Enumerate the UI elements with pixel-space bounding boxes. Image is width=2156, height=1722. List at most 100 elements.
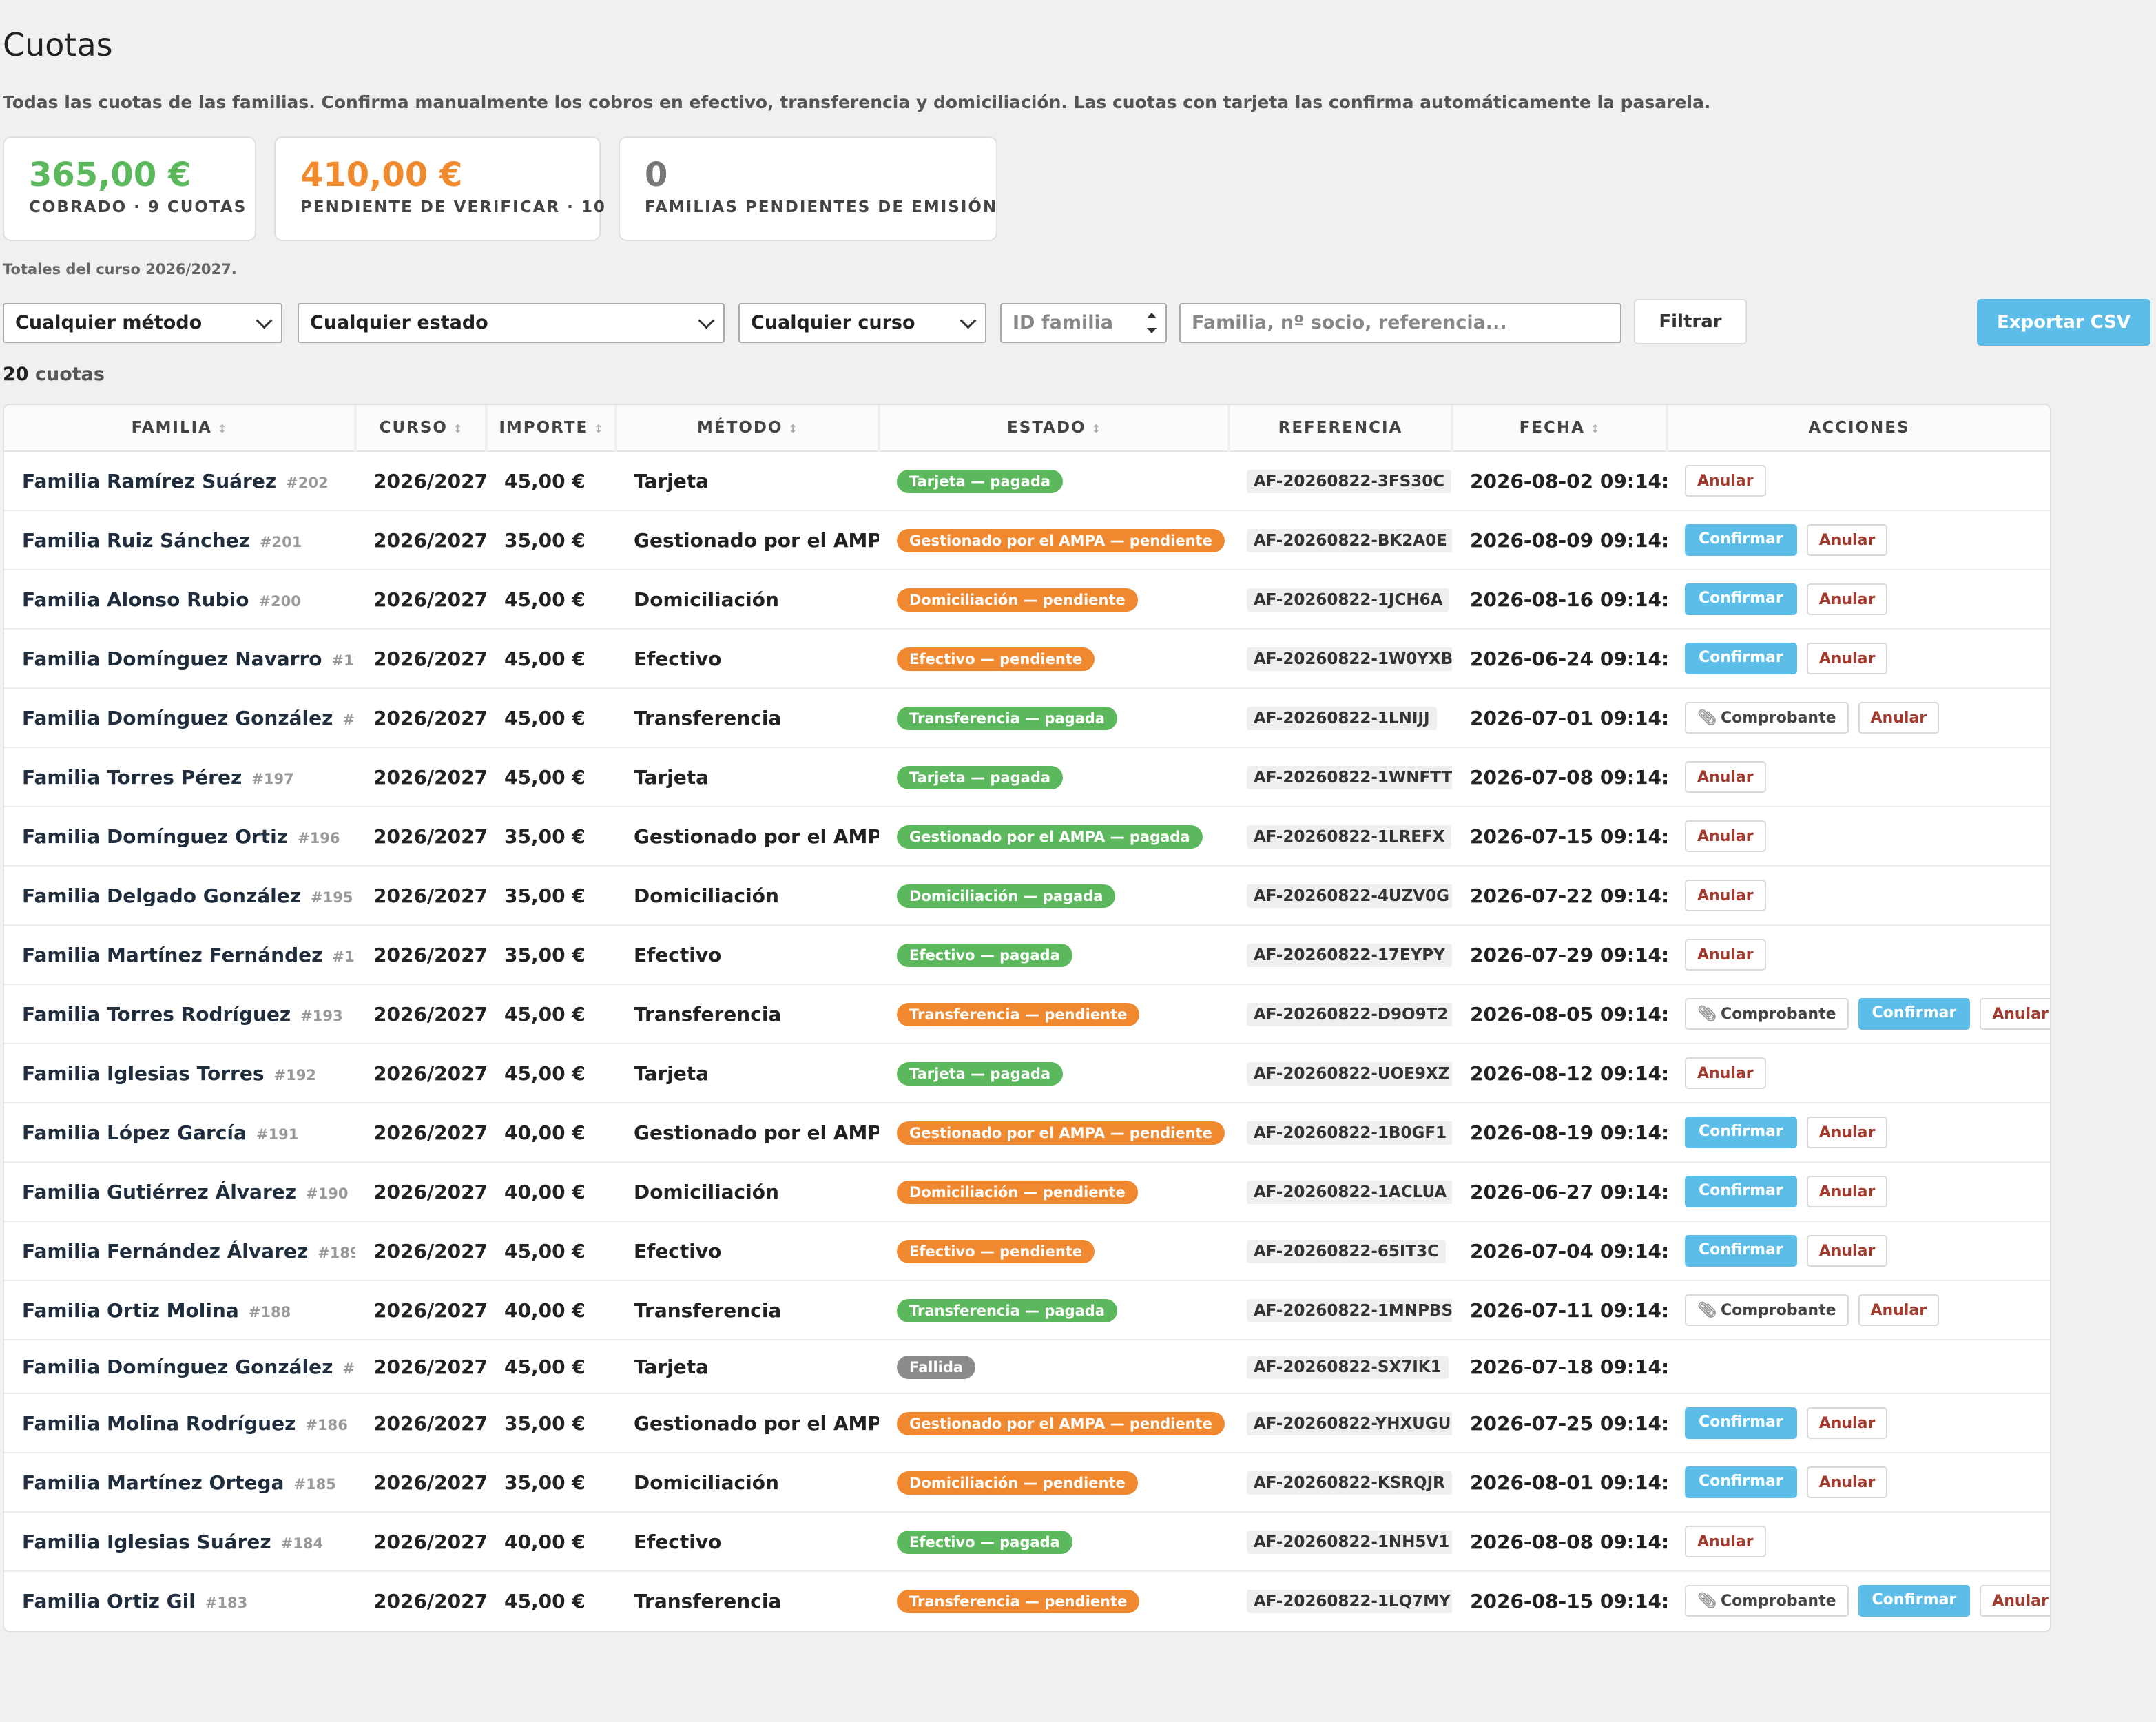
confirmar-button[interactable]: Confirmar <box>1858 1585 1971 1617</box>
cell-importe: 45,00 € <box>486 451 616 511</box>
family-name-link[interactable]: Familia Domínguez Ortiz <box>22 824 289 848</box>
family-name-link[interactable]: Familia Domínguez Navarro <box>22 647 322 670</box>
course-select[interactable]: Cualquier curso <box>738 303 986 343</box>
anular-button[interactable]: Anular <box>1685 820 1766 852</box>
confirmar-button[interactable]: Confirmar <box>1685 1117 1797 1148</box>
col-header-estado[interactable]: ESTADO ↕ <box>879 405 1230 452</box>
confirmar-button[interactable]: Confirmar <box>1685 1407 1797 1439</box>
cell-acciones: Confirmar Anular <box>1667 629 2050 689</box>
stat-label: PENDIENTE DE VERIFICAR · 10 <box>300 198 606 216</box>
col-header-fecha[interactable]: FECHA ↕ <box>1452 405 1668 452</box>
family-name-link[interactable]: Familia Domínguez González <box>22 1355 333 1378</box>
anular-button[interactable]: Anular <box>1685 939 1766 971</box>
method-select[interactable]: Cualquier método <box>3 303 282 343</box>
cell-curso: 2026/2027 <box>355 1103 486 1163</box>
confirmar-button[interactable]: Confirmar <box>1685 524 1797 556</box>
family-name-link[interactable]: Familia Torres Pérez <box>22 765 242 789</box>
status-select[interactable]: Cualquier estado <box>298 303 725 343</box>
family-id: #184 <box>280 1535 324 1552</box>
family-id: #190 <box>306 1185 349 1202</box>
reference-code: AF-20260822-YHXUGU <box>1247 1412 1452 1435</box>
cell-metodo: Tarjeta <box>616 1044 879 1103</box>
family-name-link[interactable]: Familia Iglesias Torres <box>22 1061 265 1085</box>
confirmar-button[interactable]: Confirmar <box>1685 1235 1797 1267</box>
col-header-label: MÉTODO <box>697 419 783 437</box>
anular-button[interactable]: Anular <box>1806 1117 1888 1148</box>
filter-button[interactable]: Filtrar <box>1634 299 1747 344</box>
cell-familia: Familia Torres Rodríguez #193 <box>4 984 355 1044</box>
family-id: #195 <box>311 889 353 906</box>
cell-metodo: Transferencia <box>616 984 879 1044</box>
family-id-input[interactable]: ID familia <box>1000 303 1167 343</box>
confirmar-button[interactable]: Confirmar <box>1685 1466 1797 1498</box>
anular-button[interactable]: Anular <box>1806 1235 1888 1267</box>
anular-button[interactable]: Anular <box>1806 524 1888 556</box>
family-name-link[interactable]: Familia Martínez Fernández <box>22 943 323 966</box>
cell-familia: Familia López García #191 <box>4 1103 355 1163</box>
confirmar-button[interactable]: Confirmar <box>1685 643 1797 674</box>
cell-familia: Familia Ruiz Sánchez #201 <box>4 510 355 570</box>
cell-metodo: Efectivo <box>616 629 879 689</box>
family-name-link[interactable]: Familia Domínguez González <box>22 706 333 729</box>
cell-metodo: Tarjeta <box>616 451 879 511</box>
anular-button[interactable]: Anular <box>1685 1526 1766 1557</box>
col-header-metodo[interactable]: MÉTODO ↕ <box>616 405 880 452</box>
family-name-link[interactable]: Familia Alonso Rubio <box>22 588 249 611</box>
col-header-importe[interactable]: IMPORTE ↕ <box>486 405 617 452</box>
confirmar-button[interactable]: Confirmar <box>1685 583 1797 615</box>
cell-fecha: 2026-06-27 09:14:12 <box>1452 1162 1667 1222</box>
family-id: #196 <box>298 829 340 847</box>
comprobante-button[interactable]: 📎︎ Comprobante <box>1685 998 1849 1030</box>
export-csv-button[interactable]: Exportar CSV <box>1977 299 2150 346</box>
family-name-link[interactable]: Familia Martínez Ortega <box>22 1471 284 1494</box>
anular-button[interactable]: Anular <box>1806 643 1888 674</box>
family-name-link[interactable]: Familia Fernández Álvarez <box>22 1239 309 1263</box>
anular-button[interactable]: Anular <box>1685 465 1766 497</box>
anular-button[interactable]: Anular <box>1806 1176 1888 1207</box>
anular-button[interactable]: Anular <box>1685 1057 1766 1089</box>
cell-metodo: Domiciliación <box>616 570 879 630</box>
family-name-link[interactable]: Familia Molina Rodríguez <box>22 1411 296 1435</box>
anular-button[interactable]: Anular <box>1806 1466 1888 1498</box>
comprobante-button[interactable]: 📎︎ Comprobante <box>1685 1585 1849 1617</box>
family-name-link[interactable]: Familia Ortiz Gil <box>22 1589 196 1612</box>
anular-button[interactable]: Anular <box>1806 1407 1888 1439</box>
results-count: 20 cuotas <box>3 364 105 385</box>
anular-button[interactable]: Anular <box>1980 998 2050 1030</box>
anular-button[interactable]: Anular <box>1858 1294 1940 1326</box>
family-name-link[interactable]: Familia Torres Rodríguez <box>22 1002 291 1026</box>
family-name-link[interactable]: Familia Ruiz Sánchez <box>22 528 250 552</box>
family-name-link[interactable]: Familia Ortiz Molina <box>22 1298 239 1322</box>
cell-estado: Transferencia — pagada <box>879 1280 1229 1340</box>
col-header-curso[interactable]: CURSO ↕ <box>355 405 488 452</box>
cell-referencia: AF-20260822-1LNIJJ <box>1229 688 1452 748</box>
cell-familia: Familia Ortiz Gil #183 <box>4 1571 355 1630</box>
anular-button[interactable]: Anular <box>1858 702 1940 734</box>
comprobante-button[interactable]: 📎︎ Comprobante <box>1685 702 1849 734</box>
stat-label: COBRADO · 9 CUOTAS <box>29 198 247 216</box>
confirmar-button[interactable]: Confirmar <box>1685 1176 1797 1207</box>
status-badge: Domiciliación — pendiente <box>897 588 1138 612</box>
spinner-down-icon[interactable] <box>1147 328 1157 333</box>
cell-curso: 2026/2027 <box>355 1512 486 1572</box>
cell-metodo: Efectivo <box>616 1221 879 1281</box>
comprobante-label: Comprobante <box>1720 1006 1836 1023</box>
family-name-link[interactable]: Familia Gutiérrez Álvarez <box>22 1180 297 1203</box>
cell-referencia: AF-20260822-1LREFX <box>1229 807 1452 867</box>
number-spinner[interactable] <box>1145 309 1159 338</box>
comprobante-button[interactable]: 📎︎ Comprobante <box>1685 1294 1849 1326</box>
anular-button[interactable]: Anular <box>1806 583 1888 615</box>
spinner-up-icon[interactable] <box>1147 313 1157 318</box>
cell-curso: 2026/2027 <box>355 807 486 867</box>
anular-button[interactable]: Anular <box>1685 880 1766 911</box>
status-select-value: Cualquier estado <box>310 312 488 333</box>
family-name-link[interactable]: Familia López García <box>22 1121 247 1144</box>
search-input[interactable]: Familia, nº socio, referencia... <box>1179 303 1621 343</box>
family-name-link[interactable]: Familia Ramírez Suárez <box>22 469 277 492</box>
anular-button[interactable]: Anular <box>1685 761 1766 793</box>
confirmar-button[interactable]: Confirmar <box>1858 998 1971 1030</box>
family-name-link[interactable]: Familia Iglesias Suárez <box>22 1530 271 1553</box>
family-name-link[interactable]: Familia Delgado González <box>22 884 302 907</box>
col-header-familia[interactable]: FAMILIA ↕ <box>4 405 357 452</box>
anular-button[interactable]: Anular <box>1980 1585 2050 1617</box>
